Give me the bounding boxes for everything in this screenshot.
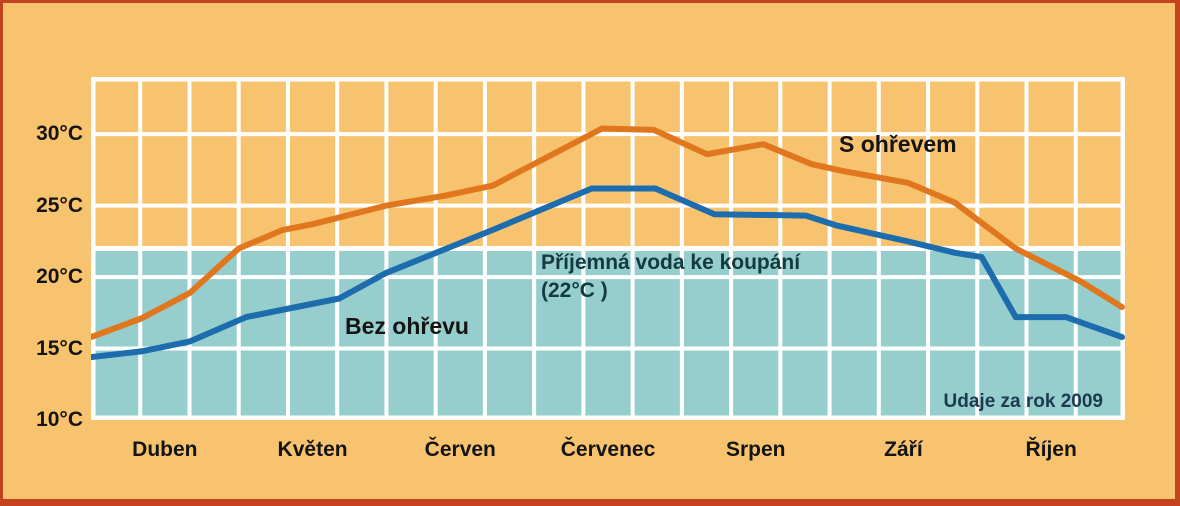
x-axis-label-4: Srpen — [725, 438, 786, 461]
source-note: Udaje za rok 2009 — [943, 391, 1103, 412]
y-axis-label-20: 20°C — [36, 265, 83, 289]
comfort-band-label-line1: Příjemná voda ke koupání — [541, 251, 801, 274]
series-line-heated — [88, 125, 1125, 341]
comfort-band-label: Příjemná voda ke koupání (22°C ) — [541, 249, 800, 305]
temperature-line-chart — [88, 76, 1128, 421]
x-axis-label-3: Červenec — [560, 438, 656, 461]
comfort-band-label-line2: (22°C ) — [541, 279, 608, 302]
plot-border — [90, 76, 1126, 421]
y-axis-label-25: 25°C — [36, 193, 83, 217]
y-axis-label-30: 30°C — [36, 122, 83, 146]
x-axis-label-0: Duben — [132, 438, 198, 461]
x-axis-label-5: Září — [884, 438, 923, 461]
x-axis-label-1: Květen — [277, 438, 348, 461]
chart-plot-area — [88, 76, 1128, 421]
x-axis-label-2: Červen — [424, 438, 496, 461]
x-axis-label-6: Říjen — [1025, 438, 1077, 461]
series-label-heated: S ohřevem — [839, 131, 957, 157]
series-line-unheated — [88, 185, 1125, 361]
y-axis-label-10: 10°C — [36, 408, 83, 431]
series-label-unheated: Bez ohřevu — [345, 313, 469, 339]
y-axis-label-15: 15°C — [36, 336, 83, 360]
